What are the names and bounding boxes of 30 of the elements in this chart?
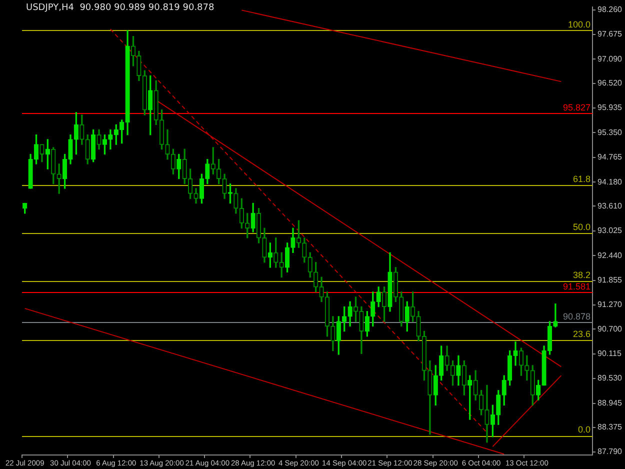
ref-line-label: 90.878 xyxy=(563,311,591,322)
y-tick-label: 95.350 xyxy=(598,128,623,137)
y-tick-label: 94.765 xyxy=(598,152,623,162)
y-tick-label: 97.675 xyxy=(598,30,623,39)
y-tick-label: 92.440 xyxy=(598,250,623,260)
y-tick-label: 88.945 xyxy=(598,398,623,408)
y-tick-label: 96.520 xyxy=(598,78,623,88)
y-tick-label: 93.025 xyxy=(598,226,623,236)
candlestick xyxy=(524,355,530,381)
y-tick-label: 90.115 xyxy=(598,349,622,358)
ref-line-label: 91.581 xyxy=(563,281,591,292)
y-tick-label: 91.270 xyxy=(598,300,623,310)
ref-line-label: 95.827 xyxy=(563,102,591,112)
y-tick-label: 93.610 xyxy=(598,201,623,210)
annotation: 23.6 xyxy=(573,329,591,340)
annotation: 50.0 xyxy=(573,222,591,232)
annotation: 61.8 xyxy=(573,174,591,184)
y-tick-label: 90.700 xyxy=(598,324,623,334)
y-tick-label: 98.260 xyxy=(598,4,623,14)
annotation: 100.0 xyxy=(568,19,591,30)
y-tick-label: 94.180 xyxy=(598,177,623,186)
y-tick-label: 95.935 xyxy=(598,103,623,112)
y-tick-label: 91.855 xyxy=(598,276,623,285)
y-tick-label: 89.530 xyxy=(598,374,623,383)
chart-title: USDJPY,H4 90.980 90.989 90.819 90.878 xyxy=(26,3,214,13)
annotation: 0.0 xyxy=(578,424,591,435)
y-tick-label: 88.375 xyxy=(598,422,623,432)
annotation: 38.2 xyxy=(573,270,591,280)
y-tick-label: 87.790 xyxy=(598,447,623,456)
y-tick-label: 97.090 xyxy=(598,54,623,64)
